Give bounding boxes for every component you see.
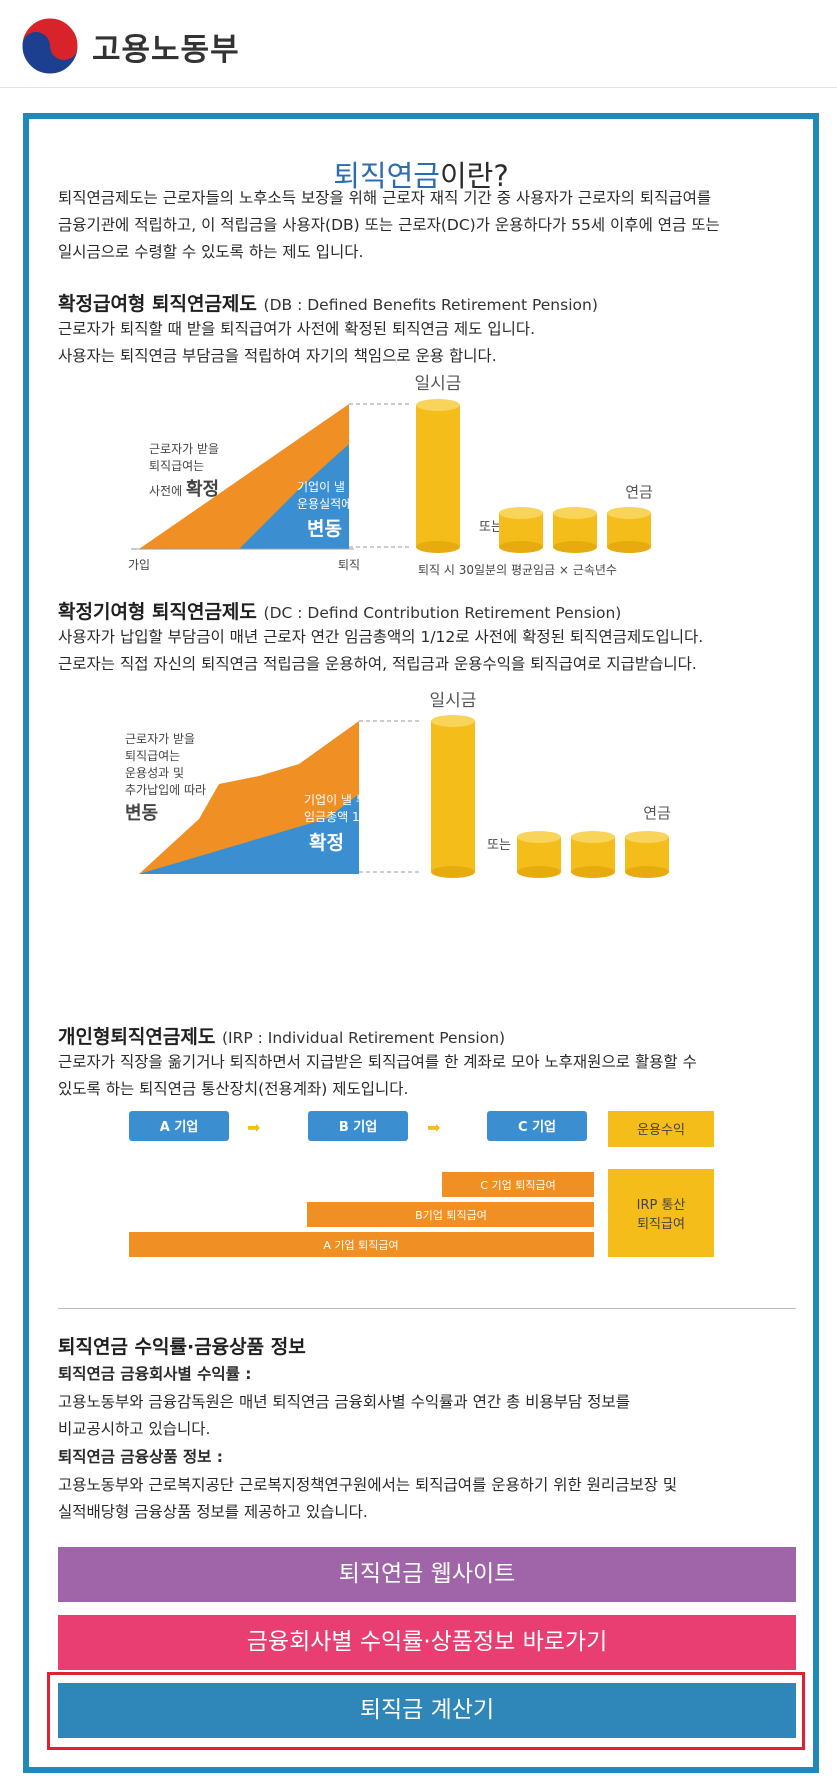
info-sub2-line: 실적배당형 금융상품 정보를 제공하고 있습니다. <box>58 1503 368 1521</box>
info-sub1-line: 비교공시하고 있습니다. <box>58 1420 211 1438</box>
db-formula: 퇴직 시 30일분의 평균임금 × 근속년수 <box>418 563 617 577</box>
dc-or-label: 또는 <box>487 838 511 853</box>
db-x-start: 가입 <box>128 558 150 572</box>
db-heading-sub: (DB : Defined Benefits Retirement Pensio… <box>263 296 598 314</box>
db-mid-line2: 운용실적에 따라 <box>297 497 378 511</box>
db-left-line3: 사전에 확정 <box>149 479 219 500</box>
db-description: 근로자가 퇴직할 때 받을 퇴직급여가 사전에 확정된 퇴직연금 제도 입니다.… <box>58 316 798 370</box>
highlight-box <box>47 1672 805 1750</box>
db-line: 근로자가 퇴직할 때 받을 퇴직급여가 사전에 확정된 퇴직연금 제도 입니다. <box>58 320 536 338</box>
db-mid-line1: 기업이 낼 부담금은 <box>297 480 393 494</box>
dc-mid-big: 확정 <box>309 831 344 854</box>
db-annuity-coins <box>499 507 651 553</box>
db-left-line1: 근로자가 받을 <box>149 442 219 456</box>
svg-text:B 기업: B 기업 <box>339 1120 377 1135</box>
db-lump-sum-cylinder <box>416 399 460 553</box>
db-blue-area <box>239 444 349 549</box>
dc-left-line2: 퇴직급여는 <box>125 749 180 763</box>
db-line: 사용자는 퇴직연금 부담금을 적립하여 자기의 책임으로 운용 합니다. <box>58 347 497 365</box>
irp-line: 근로자가 직장을 옮기거나 퇴직하면서 지급받은 퇴직급여를 한 계좌로 모아 … <box>58 1053 697 1071</box>
irp-c-benefit-bar: C 기업 퇴직급여 <box>442 1172 594 1197</box>
irp-company-b: B 기업 <box>308 1111 408 1141</box>
irp-total-box: IRP 통산 퇴직급여 <box>608 1169 714 1257</box>
info-sub1-text: 고용노동부와 금융감독원은 매년 퇴직연금 금융회사별 수익률과 연간 총 비용… <box>58 1389 798 1443</box>
top-header: 고용노동부 <box>0 0 837 88</box>
dc-mid-line1: 기업이 낼 부담금은 <box>304 793 400 807</box>
dc-heading-title: 확정기여형 퇴직연금제도 <box>58 601 257 623</box>
irp-arrow-icon: ➡ <box>427 1118 440 1137</box>
government-emblem-icon[interactable] <box>20 16 80 76</box>
irp-heading-sub: (IRP : Individual Retirement Pension) <box>221 1029 506 1047</box>
svg-text:A 기업 퇴직급여: A 기업 퇴직급여 <box>323 1239 398 1252</box>
intro-line: 일시금으로 수령할 수 있도록 하는 제도 입니다. <box>58 243 364 261</box>
info-sub2-line: 고용노동부와 근로복지공단 근로복지정책연구원에서는 퇴직급여를 운용하기 위한… <box>58 1476 678 1494</box>
info-sub2-text: 고용노동부와 근로복지공단 근로복지정책연구원에서는 퇴직급여를 운용하기 위한… <box>58 1472 798 1526</box>
svg-text:C 기업: C 기업 <box>518 1120 556 1135</box>
db-diagram: 근로자가 받을 퇴직급여는 사전에 확정 기업이 낼 부담금은 운용실적에 따라… <box>128 374 653 577</box>
svg-text:C 기업 퇴직급여: C 기업 퇴직급여 <box>480 1179 555 1192</box>
db-annuity-label: 연금 <box>625 483 653 501</box>
section-divider <box>58 1308 796 1309</box>
dc-diagram: 근로자가 받을 퇴직급여는 운용성과 및 추가납입에 따라 변동 기업이 낼 부… <box>125 691 671 878</box>
irp-description: 근로자가 직장을 옮기거나 퇴직하면서 지급받은 퇴직급여를 한 계좌로 모아 … <box>58 1049 798 1103</box>
db-x-end: 퇴직 <box>338 558 360 572</box>
dc-mid-line2: 임금총액 1/12 <box>304 810 379 824</box>
dc-line: 사용자가 납입할 부담금이 매년 근로자 연간 임금총액의 1/12로 사전에 … <box>58 628 704 646</box>
irp-heading: 개인형퇴직연금제도 (IRP : Individual Retirement P… <box>58 1022 808 1049</box>
title-rest: 이란? <box>439 159 509 193</box>
dc-lump-sum-label: 일시금 <box>430 691 477 711</box>
info-sub2-title: 퇴직연금 금융상품 정보 : <box>58 1448 223 1466</box>
dc-left-line1: 근로자가 받을 <box>125 732 195 746</box>
svg-text:A 기업: A 기업 <box>160 1120 199 1135</box>
svg-text:B기업 퇴직급여: B기업 퇴직급여 <box>415 1209 487 1222</box>
irp-b-benefit-bar: B기업 퇴직급여 <box>307 1202 594 1227</box>
db-lump-sum-label: 일시금 <box>415 374 462 394</box>
svg-text:운용수익: 운용수익 <box>637 1123 685 1138</box>
dc-left-line3: 운용성과 및 <box>125 766 184 780</box>
severance-calculator-button[interactable]: 퇴직금 계산기 <box>58 1683 796 1738</box>
ministry-name[interactable]: 고용노동부 <box>92 32 240 68</box>
irp-diagram: A 기업 ➡ B 기업 ➡ C 기업 운용수익 C 기업 퇴직급여 B기업 퇴직… <box>129 1111 714 1257</box>
info-sub1-title: 퇴직연금 금융회사별 수익률 : <box>58 1365 252 1383</box>
db-left-line2: 퇴직급여는 <box>149 459 204 473</box>
dc-description: 사용자가 납입할 부담금이 매년 근로자 연간 임금총액의 1/12로 사전에 … <box>58 624 798 678</box>
title-accent: 퇴직연금 <box>333 159 440 193</box>
dc-left-big: 변동 <box>125 803 158 824</box>
pension-website-button[interactable]: 퇴직연금 웹사이트 <box>58 1547 796 1602</box>
dc-heading: 확정기여형 퇴직연금제도 (DC : Defind Contribution R… <box>58 597 808 624</box>
irp-arrow-icon: ➡ <box>247 1118 260 1137</box>
irp-company-a: A 기업 <box>129 1111 229 1141</box>
irp-line: 있도록 하는 퇴직연금 통산장치(전용계좌) 제도입니다. <box>58 1080 409 1098</box>
irp-heading-title: 개인형퇴직연금제도 <box>58 1026 216 1048</box>
info-heading: 퇴직연금 수익률·금융상품 정보 <box>58 1336 306 1358</box>
irp-company-c: C 기업 <box>487 1111 587 1141</box>
db-or-label: 또는 <box>479 520 503 535</box>
intro-line: 퇴직연금제도는 근로자들의 노후소득 보장을 위해 근로자 재직 기간 중 사용… <box>58 189 712 207</box>
irp-returns-box: 운용수익 <box>608 1111 714 1147</box>
db-heading: 확정급여형 퇴직연금제도 (DB : Defined Benefits Reti… <box>58 289 808 316</box>
dc-annuity-label: 연금 <box>643 804 671 822</box>
dc-lump-sum-cylinder <box>431 715 475 878</box>
dc-line: 근로자는 직접 자신의 퇴직연금 적립금을 운용하여, 적립금과 운용수익을 퇴… <box>58 655 697 673</box>
info-sub1-line: 고용노동부와 금융감독원은 매년 퇴직연금 금융회사별 수익률과 연간 총 비용… <box>58 1393 630 1411</box>
db-heading-title: 확정급여형 퇴직연금제도 <box>58 293 257 315</box>
svg-text:퇴직급여: 퇴직급여 <box>637 1217 685 1232</box>
dc-annuity-coins <box>517 831 669 878</box>
page-title: 퇴직연금이란? <box>29 153 813 195</box>
db-mid-big: 변동 <box>307 518 342 540</box>
svg-text:IRP 통산: IRP 통산 <box>637 1198 686 1213</box>
returns-product-info-button[interactable]: 금융회사별 수익률·상품정보 바로가기 <box>58 1615 796 1670</box>
irp-a-benefit-bar: A 기업 퇴직급여 <box>129 1232 594 1257</box>
dc-left-line4: 추가납입에 따라 <box>125 783 206 797</box>
intro-line: 금융기관에 적립하고, 이 적립금을 사용자(DB) 또는 근로자(DC)가 운… <box>58 216 720 234</box>
intro-paragraph: 퇴직연금제도는 근로자들의 노후소득 보장을 위해 근로자 재직 기간 중 사용… <box>58 185 798 266</box>
dc-heading-sub: (DC : Defind Contribution Retirement Pen… <box>263 604 622 622</box>
content-frame: 퇴직연금이란? 퇴직연금제도는 근로자들의 노후소득 보장을 위해 근로자 재직… <box>23 113 819 1773</box>
